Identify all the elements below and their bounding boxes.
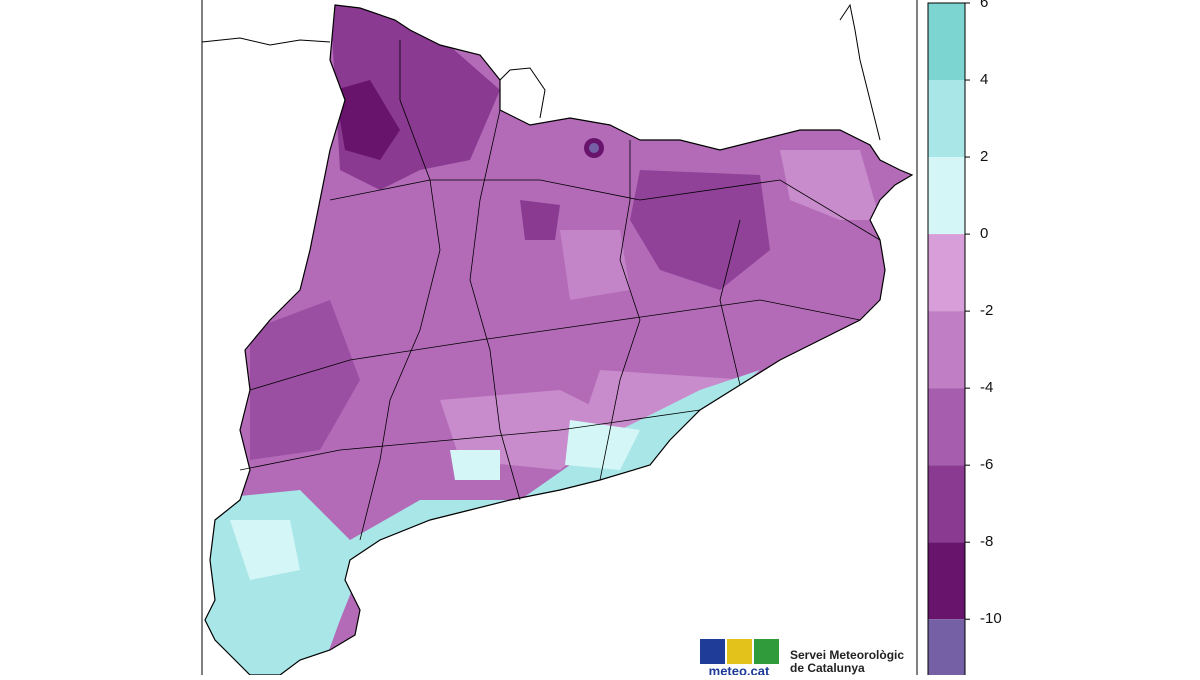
colorbar-band <box>928 80 965 158</box>
colorbar-band <box>928 234 965 312</box>
colorbar-band <box>928 388 965 466</box>
internal-borders <box>239 40 881 541</box>
colorbar-tick-label: 2 <box>980 148 988 165</box>
colorbar-tick-label: 6 <box>980 0 988 11</box>
colorbar-tick-label: 4 <box>980 71 988 88</box>
colorbar-band <box>928 619 965 677</box>
colorbar-tick-label: -2 <box>980 302 993 319</box>
colorbar-band <box>928 157 965 235</box>
logo-name: meteo.cat <box>709 663 770 675</box>
colorbar-band <box>928 465 965 543</box>
logo-organization: de Catalunya <box>790 661 865 675</box>
colorbar-tick-label: -6 <box>980 456 993 473</box>
logo-organization: Servei Meteorològic <box>790 648 904 662</box>
logo-square <box>754 639 779 664</box>
colorbar-tick-label: -8 <box>980 533 993 550</box>
colorbar-band <box>928 3 965 81</box>
logo-square <box>727 639 752 664</box>
logo-square <box>700 639 725 664</box>
colorbar-band <box>928 311 965 389</box>
colorbar: 6 4 2 0 -2 -4 -6 -8 -10 <box>927 0 1002 678</box>
country-borders <box>201 3 881 141</box>
colorbar-tick-label: -4 <box>980 379 993 396</box>
colorbar-tick-label: 0 <box>980 225 988 242</box>
colorbar-band <box>928 542 965 620</box>
colorbar-tick-label: -10 <box>980 610 1002 627</box>
region-border <box>204 4 914 676</box>
